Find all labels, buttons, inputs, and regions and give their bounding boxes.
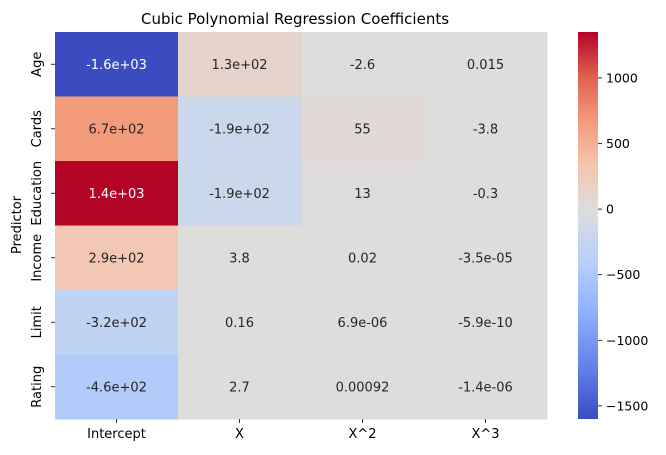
heatmap-cell bbox=[424, 225, 548, 291]
cell-annotation: -1.9e+02 bbox=[209, 187, 270, 202]
heatmap-cell bbox=[424, 290, 548, 355]
x-tick-label: X^2 bbox=[348, 427, 376, 442]
y-tick-label: Cards bbox=[30, 110, 45, 147]
heatmap-cell bbox=[55, 354, 179, 420]
heatmap-cells: -1.6e+03 1.3e+02 -2.6 0.015 6.7e+02 -1.9e+02 5… bbox=[55, 32, 548, 420]
cell-annotation: 0.02 bbox=[348, 251, 377, 266]
colorbar-tick-label: −1500 bbox=[606, 398, 648, 413]
x-tick-label: X^3 bbox=[471, 427, 499, 442]
y-tick-label: Age bbox=[30, 52, 45, 77]
cell-annotation: 1.4e+03 bbox=[88, 187, 144, 202]
heatmap-cell bbox=[55, 161, 179, 226]
heatmap-cell bbox=[55, 290, 179, 355]
heatmap-cell bbox=[424, 354, 548, 420]
y-tick-label: Income bbox=[30, 234, 45, 282]
y-tick-label: Rating bbox=[30, 366, 45, 408]
colorbar-tick-label: 0 bbox=[606, 202, 614, 217]
row-labels: Age Cards Education Income Limit Rating bbox=[30, 52, 55, 408]
colorbar-gradient bbox=[578, 32, 598, 419]
heatmap-cell bbox=[424, 161, 548, 226]
cell-annotation: 55 bbox=[354, 122, 371, 137]
heatmap-cell bbox=[178, 225, 302, 291]
y-tick-label: Limit bbox=[30, 306, 45, 338]
column-labels: Intercept X X^2 X^3 bbox=[87, 419, 500, 442]
y-tick-label: Education bbox=[30, 161, 45, 226]
heatmap-cell bbox=[424, 96, 548, 162]
cell-annotation: 13 bbox=[354, 187, 371, 202]
cell-annotation: 1.3e+02 bbox=[211, 58, 267, 73]
cell-annotation: 2.7 bbox=[229, 380, 250, 395]
cell-annotation: 6.7e+02 bbox=[88, 122, 144, 137]
chart-title: Cubic Polynomial Regression Coefficients bbox=[141, 10, 449, 28]
colorbar: −1500 −1000 −500 0 500 1000 bbox=[578, 32, 648, 419]
cell-annotation: -5.9e-10 bbox=[458, 316, 513, 331]
heatmap-cell bbox=[424, 32, 548, 97]
x-tick-label: Intercept bbox=[87, 427, 146, 442]
heatmap-cell bbox=[301, 32, 425, 97]
heatmap-cell bbox=[55, 96, 179, 162]
heatmap-cell bbox=[178, 354, 302, 420]
heatmap-cell bbox=[178, 96, 302, 162]
cell-annotation: 0.16 bbox=[225, 316, 254, 331]
colorbar-tick-label: 500 bbox=[606, 136, 630, 151]
cell-annotation: 3.8 bbox=[229, 251, 250, 266]
colorbar-tick-label: 1000 bbox=[606, 70, 638, 85]
x-tick-label: X bbox=[235, 427, 244, 442]
cell-annotation: -1.9e+02 bbox=[209, 122, 270, 137]
heatmap-cell bbox=[55, 32, 179, 97]
heatmap-cell bbox=[301, 96, 425, 162]
cell-annotation: -0.3 bbox=[473, 187, 498, 202]
cell-annotation: -3.5e-05 bbox=[458, 251, 513, 266]
cell-annotation: -3.2e+02 bbox=[86, 316, 147, 331]
heatmap-cell bbox=[301, 161, 425, 226]
colorbar-tick-label: −1000 bbox=[606, 333, 648, 348]
heatmap-cell bbox=[178, 290, 302, 355]
cell-annotation: -2.6 bbox=[350, 58, 375, 73]
cell-annotation: 2.9e+02 bbox=[88, 251, 144, 266]
cell-annotation: 6.9e-06 bbox=[338, 316, 388, 331]
heatmap-cell bbox=[178, 32, 302, 97]
cell-annotation: -3.8 bbox=[473, 122, 498, 137]
heatmap-cell bbox=[301, 225, 425, 291]
heatmap-cell bbox=[301, 290, 425, 355]
colorbar-tick-label: −500 bbox=[606, 267, 640, 282]
cell-annotation: -1.4e-06 bbox=[458, 380, 513, 395]
cell-annotation: -4.6e+02 bbox=[86, 380, 147, 395]
heatmap-cell bbox=[55, 225, 179, 291]
heatmap-cell bbox=[178, 161, 302, 226]
heatmap-cell bbox=[301, 354, 425, 420]
cell-annotation: 0.00092 bbox=[336, 380, 390, 395]
cell-annotation: 0.015 bbox=[467, 58, 504, 73]
y-axis-label: Predictor bbox=[10, 195, 25, 254]
cell-annotation: -1.6e+03 bbox=[86, 58, 147, 73]
